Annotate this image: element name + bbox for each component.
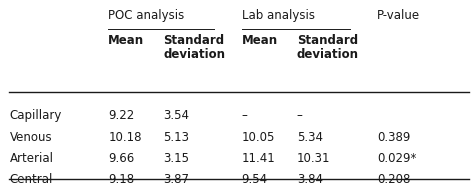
Text: Lab analysis: Lab analysis: [242, 9, 315, 22]
Text: 5.13: 5.13: [164, 131, 190, 144]
Text: 10.05: 10.05: [242, 131, 275, 144]
Text: Central: Central: [9, 173, 53, 183]
Text: P-value: P-value: [377, 9, 420, 22]
Text: 3.15: 3.15: [164, 152, 190, 165]
Text: 3.84: 3.84: [297, 173, 323, 183]
Text: POC analysis: POC analysis: [109, 9, 184, 22]
Text: 5.34: 5.34: [297, 131, 323, 144]
Text: Venous: Venous: [9, 131, 52, 144]
Text: 10.18: 10.18: [109, 131, 142, 144]
Text: 9.18: 9.18: [109, 173, 135, 183]
Text: 9.66: 9.66: [109, 152, 135, 165]
Text: Arterial: Arterial: [9, 152, 54, 165]
Text: Standard
deviation: Standard deviation: [164, 33, 226, 61]
Text: Standard
deviation: Standard deviation: [297, 33, 359, 61]
Text: –: –: [242, 109, 247, 122]
Text: 9.22: 9.22: [109, 109, 135, 122]
Text: 3.87: 3.87: [164, 173, 190, 183]
Text: 9.54: 9.54: [242, 173, 268, 183]
Text: Mean: Mean: [242, 33, 278, 46]
Text: 0.389: 0.389: [377, 131, 410, 144]
Text: 11.41: 11.41: [242, 152, 275, 165]
Text: –: –: [297, 109, 303, 122]
Text: 3.54: 3.54: [164, 109, 190, 122]
Text: 0.029*: 0.029*: [377, 152, 417, 165]
Text: Mean: Mean: [109, 33, 145, 46]
Text: Capillary: Capillary: [9, 109, 62, 122]
Text: 0.208: 0.208: [377, 173, 410, 183]
Text: 10.31: 10.31: [297, 152, 330, 165]
